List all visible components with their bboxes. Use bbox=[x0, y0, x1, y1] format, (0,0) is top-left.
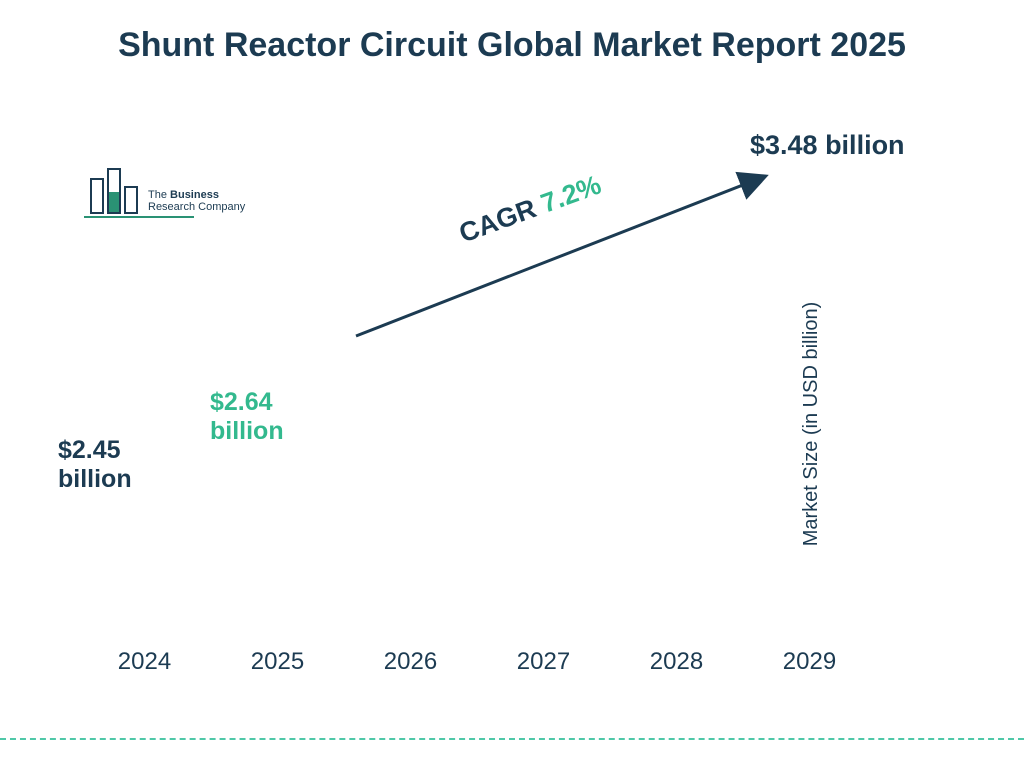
value-label-2025: $2.64 billion bbox=[210, 388, 330, 446]
x-tick-label: 2024 bbox=[90, 648, 199, 688]
x-tick-label: 2025 bbox=[223, 648, 332, 688]
value-label-2024: $2.45 billion bbox=[58, 436, 178, 494]
x-tick-label: 2027 bbox=[489, 648, 598, 688]
value-label-2029: $3.48 billion bbox=[750, 130, 905, 161]
x-tick-label: 2029 bbox=[755, 648, 864, 688]
x-axis: 2024 2025 2026 2027 2028 2029 bbox=[80, 638, 874, 688]
chart-title: Shunt Reactor Circuit Global Market Repo… bbox=[0, 24, 1024, 67]
x-tick-label: 2028 bbox=[622, 648, 731, 688]
cagr-annotation: CAGR 7.2% bbox=[346, 158, 786, 358]
y-axis-label: Market Size (in USD billion) bbox=[800, 302, 823, 547]
bottom-divider bbox=[0, 738, 1024, 740]
x-tick-label: 2026 bbox=[356, 648, 465, 688]
